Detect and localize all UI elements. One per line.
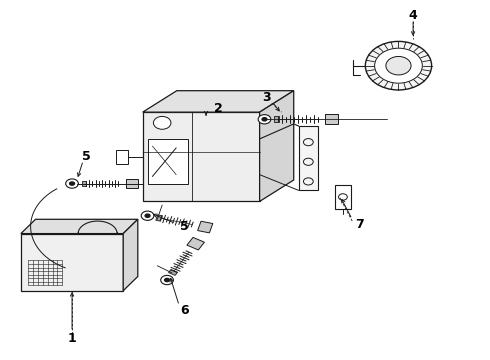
Text: 1: 1 — [68, 333, 76, 346]
Text: 2: 2 — [214, 102, 222, 115]
Polygon shape — [325, 114, 338, 124]
Bar — [116, 150, 128, 164]
Circle shape — [386, 57, 411, 75]
Polygon shape — [21, 219, 138, 234]
Circle shape — [69, 181, 75, 186]
Circle shape — [141, 211, 154, 220]
Circle shape — [375, 48, 422, 83]
Text: 4: 4 — [409, 9, 417, 22]
Circle shape — [145, 213, 151, 218]
Polygon shape — [187, 237, 204, 250]
Text: 3: 3 — [263, 91, 271, 104]
Text: 5: 5 — [180, 220, 189, 233]
Bar — [21, 234, 123, 291]
Circle shape — [161, 275, 173, 285]
Polygon shape — [143, 91, 294, 112]
Circle shape — [153, 116, 171, 129]
Circle shape — [366, 41, 432, 90]
Polygon shape — [197, 221, 213, 233]
Text: 5: 5 — [82, 150, 91, 163]
Polygon shape — [274, 117, 279, 122]
Circle shape — [164, 278, 170, 282]
Bar — [147, 139, 189, 184]
Circle shape — [258, 114, 271, 124]
Polygon shape — [81, 181, 86, 186]
Circle shape — [261, 117, 268, 122]
Polygon shape — [123, 219, 138, 291]
Polygon shape — [169, 270, 177, 275]
Polygon shape — [143, 112, 260, 202]
Circle shape — [66, 179, 78, 188]
Bar — [335, 185, 351, 208]
Text: 7: 7 — [355, 218, 364, 231]
Polygon shape — [156, 215, 162, 221]
Polygon shape — [260, 91, 294, 202]
Text: 6: 6 — [180, 304, 189, 317]
Bar — [298, 126, 318, 190]
Polygon shape — [125, 179, 138, 188]
